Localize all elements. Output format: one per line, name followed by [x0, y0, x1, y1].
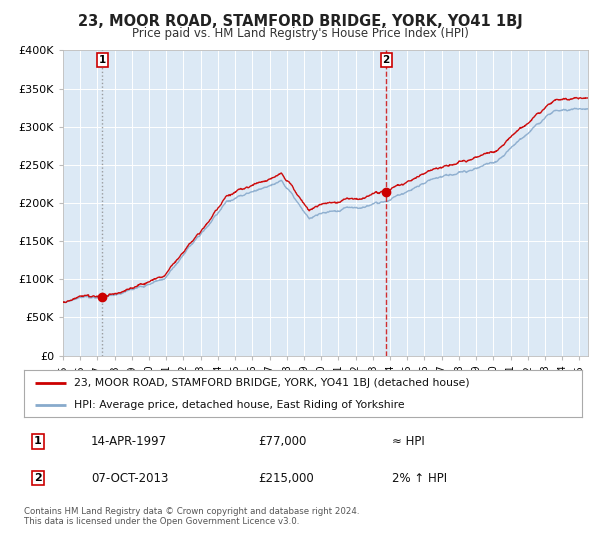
Text: 07-OCT-2013: 07-OCT-2013: [91, 472, 169, 484]
Text: £77,000: £77,000: [259, 435, 307, 448]
Text: Contains HM Land Registry data © Crown copyright and database right 2024.
This d: Contains HM Land Registry data © Crown c…: [24, 507, 359, 526]
Text: 2% ↑ HPI: 2% ↑ HPI: [392, 472, 448, 484]
Text: HPI: Average price, detached house, East Riding of Yorkshire: HPI: Average price, detached house, East…: [74, 400, 405, 410]
Text: ≈ HPI: ≈ HPI: [392, 435, 425, 448]
Text: 1: 1: [98, 55, 106, 65]
Text: Price paid vs. HM Land Registry's House Price Index (HPI): Price paid vs. HM Land Registry's House …: [131, 27, 469, 40]
Text: 14-APR-1997: 14-APR-1997: [91, 435, 167, 448]
Text: 2: 2: [382, 55, 390, 65]
Text: £215,000: £215,000: [259, 472, 314, 484]
Text: 1: 1: [34, 436, 42, 446]
Text: 23, MOOR ROAD, STAMFORD BRIDGE, YORK, YO41 1BJ (detached house): 23, MOOR ROAD, STAMFORD BRIDGE, YORK, YO…: [74, 378, 470, 388]
Text: 23, MOOR ROAD, STAMFORD BRIDGE, YORK, YO41 1BJ: 23, MOOR ROAD, STAMFORD BRIDGE, YORK, YO…: [77, 14, 523, 29]
Text: 2: 2: [34, 473, 42, 483]
